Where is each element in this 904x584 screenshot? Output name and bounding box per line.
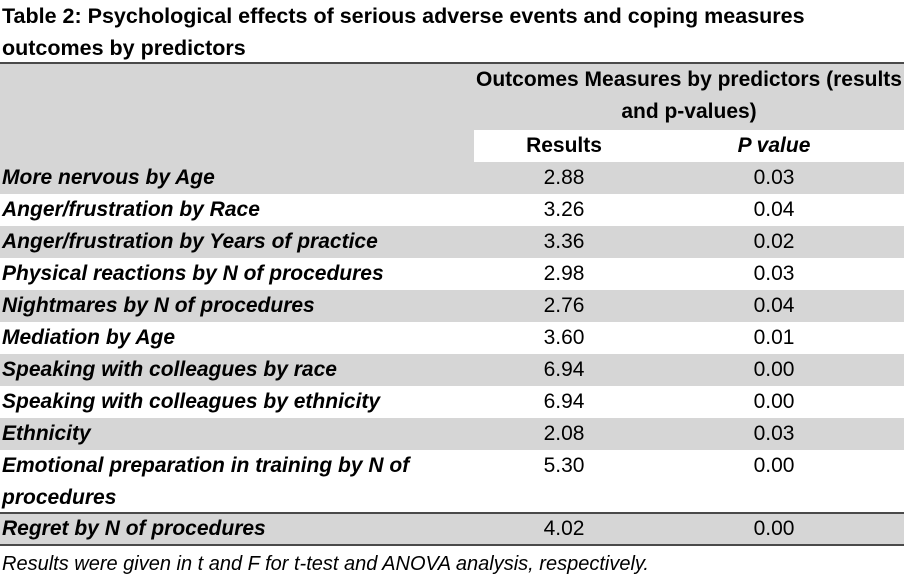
table-row: Regret by N of procedures 4.02 0.00 — [0, 512, 904, 546]
table-row: Mediation by Age 3.60 0.01 — [0, 322, 904, 354]
table-row: Emotional preparation in training by N o… — [0, 450, 904, 512]
row-result: 6.94 — [543, 358, 585, 381]
row-pvalue: 0.00 — [753, 390, 795, 413]
table-column-header: Results P value — [0, 130, 904, 162]
row-label: Ethnicity — [2, 422, 91, 445]
table-row: Speaking with colleagues by race 6.94 0.… — [0, 354, 904, 386]
table-row: Anger/frustration by Race 3.26 0.04 — [0, 194, 904, 226]
row-label: Mediation by Age — [2, 326, 176, 349]
row-pvalue: 0.00 — [753, 517, 795, 540]
column-header-pvalue: P value — [737, 134, 811, 157]
row-pvalue: 0.03 — [753, 422, 795, 445]
row-pvalue: 0.01 — [753, 326, 795, 349]
row-result: 3.26 — [543, 198, 585, 221]
table-row: Physical reactions by N of procedures 2.… — [0, 258, 904, 290]
row-pvalue: 0.04 — [753, 198, 795, 221]
table-title: Table 2: Psychological effects of seriou… — [2, 4, 805, 60]
row-result: 5.30 — [543, 454, 585, 477]
table-row: Ethnicity 2.08 0.03 — [0, 418, 904, 450]
row-label: Emotional preparation in training by N o… — [2, 454, 410, 509]
row-result: 4.02 — [543, 517, 585, 540]
row-label: Speaking with colleagues by ethnicity — [2, 390, 381, 413]
row-pvalue: 0.03 — [753, 262, 795, 285]
table-footnote: Results were given in t and F for t-test… — [2, 553, 649, 575]
row-label: Regret by N of procedures — [2, 517, 266, 540]
row-result: 2.98 — [543, 262, 585, 285]
table-group-header: Outcomes Measures by predictors (results… — [0, 64, 904, 130]
table-row: Anger/frustration by Years of practice 3… — [0, 226, 904, 258]
column-header-results: Results — [526, 134, 602, 157]
group-header-label: Outcomes Measures by predictors (results… — [476, 68, 902, 123]
table-row: Speaking with colleagues by ethnicity 6.… — [0, 386, 904, 418]
row-result: 2.88 — [543, 166, 585, 189]
row-result: 2.76 — [543, 294, 585, 317]
row-label: Anger/frustration by Years of practice — [2, 230, 378, 253]
row-result: 3.36 — [543, 230, 585, 253]
row-label: Physical reactions by N of procedures — [2, 262, 384, 285]
table-row: Nightmares by N of procedures 2.76 0.04 — [0, 290, 904, 322]
row-result: 6.94 — [543, 390, 585, 413]
table-row: More nervous by Age 2.88 0.03 — [0, 162, 904, 194]
row-pvalue: 0.04 — [753, 294, 795, 317]
row-label: More nervous by Age — [2, 166, 215, 189]
results-table: Outcomes Measures by predictors (results… — [0, 62, 904, 546]
row-pvalue: 0.02 — [753, 230, 795, 253]
row-pvalue: 0.00 — [753, 454, 795, 477]
row-pvalue: 0.00 — [753, 358, 795, 381]
row-pvalue: 0.03 — [753, 166, 795, 189]
row-result: 2.08 — [543, 422, 585, 445]
row-label: Nightmares by N of procedures — [2, 294, 315, 317]
row-result: 3.60 — [543, 326, 585, 349]
row-label: Anger/frustration by Race — [2, 198, 260, 221]
row-label: Speaking with colleagues by race — [2, 358, 337, 381]
